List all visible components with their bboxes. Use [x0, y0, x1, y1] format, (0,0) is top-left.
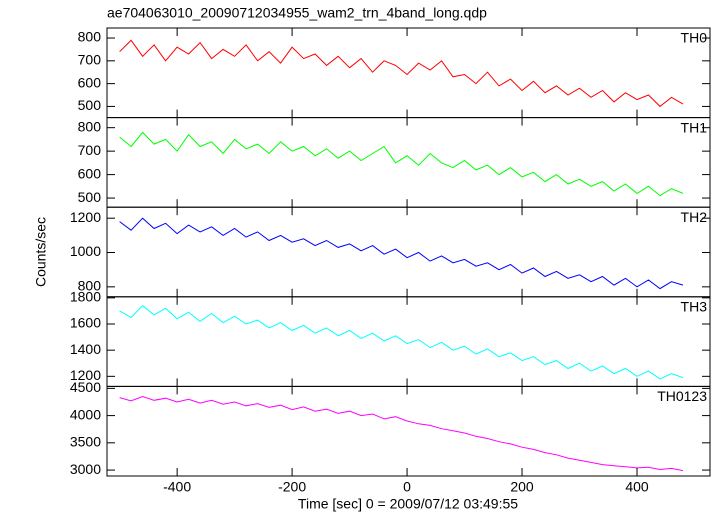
y-tick-label: 3000: [70, 461, 101, 477]
y-tick-label: 800: [78, 29, 102, 45]
panel-label: TH2: [681, 209, 708, 225]
y-axis-label: Counts/sec: [33, 217, 49, 287]
y-tick-label: 3500: [70, 434, 101, 450]
x-tick-label: 0: [403, 479, 411, 495]
data-line: [119, 131, 684, 197]
y-tick-label: 1600: [70, 315, 101, 331]
panel-label: TH1: [681, 119, 708, 135]
x-tick-label: -400: [163, 479, 191, 495]
x-tick-label: 200: [510, 479, 534, 495]
y-tick-label: 500: [78, 189, 102, 205]
x-tick-label: -200: [278, 479, 306, 495]
panel-frame: [106, 385, 711, 477]
data-line: [119, 305, 684, 380]
panel-frame: [106, 117, 711, 208]
y-tick-label: 1400: [70, 341, 101, 357]
y-tick-label: 4500: [70, 379, 101, 395]
chart-title: ae704063010_20090712034955_wam2_trn_4ban…: [107, 5, 487, 21]
data-line: [119, 217, 684, 290]
x-tick-label: 400: [625, 479, 649, 495]
panel-label: TH3: [681, 299, 708, 315]
y-tick-label: 700: [78, 142, 102, 158]
panel-frame: [106, 206, 711, 298]
y-tick-label: 1800: [70, 289, 101, 305]
y-tick-label: 1200: [70, 209, 101, 225]
y-tick-label: 600: [78, 165, 102, 181]
y-tick-label: 800: [78, 278, 102, 294]
y-tick-label: 700: [78, 52, 102, 68]
y-tick-label: 500: [78, 97, 102, 113]
y-tick-label: 4000: [70, 406, 101, 422]
panel-label: TH0123: [657, 388, 707, 404]
y-tick-label: 600: [78, 74, 102, 90]
y-tick-label: 1200: [70, 367, 101, 383]
panel-frame: [106, 296, 711, 387]
panel-label: TH0: [681, 30, 708, 46]
y-tick-label: 1000: [70, 243, 101, 259]
data-line: [119, 395, 684, 472]
data-line: [119, 39, 684, 108]
y-tick-label: 800: [78, 118, 102, 134]
x-axis-label: Time [sec] 0 = 2009/07/12 03:49:55: [298, 496, 518, 512]
